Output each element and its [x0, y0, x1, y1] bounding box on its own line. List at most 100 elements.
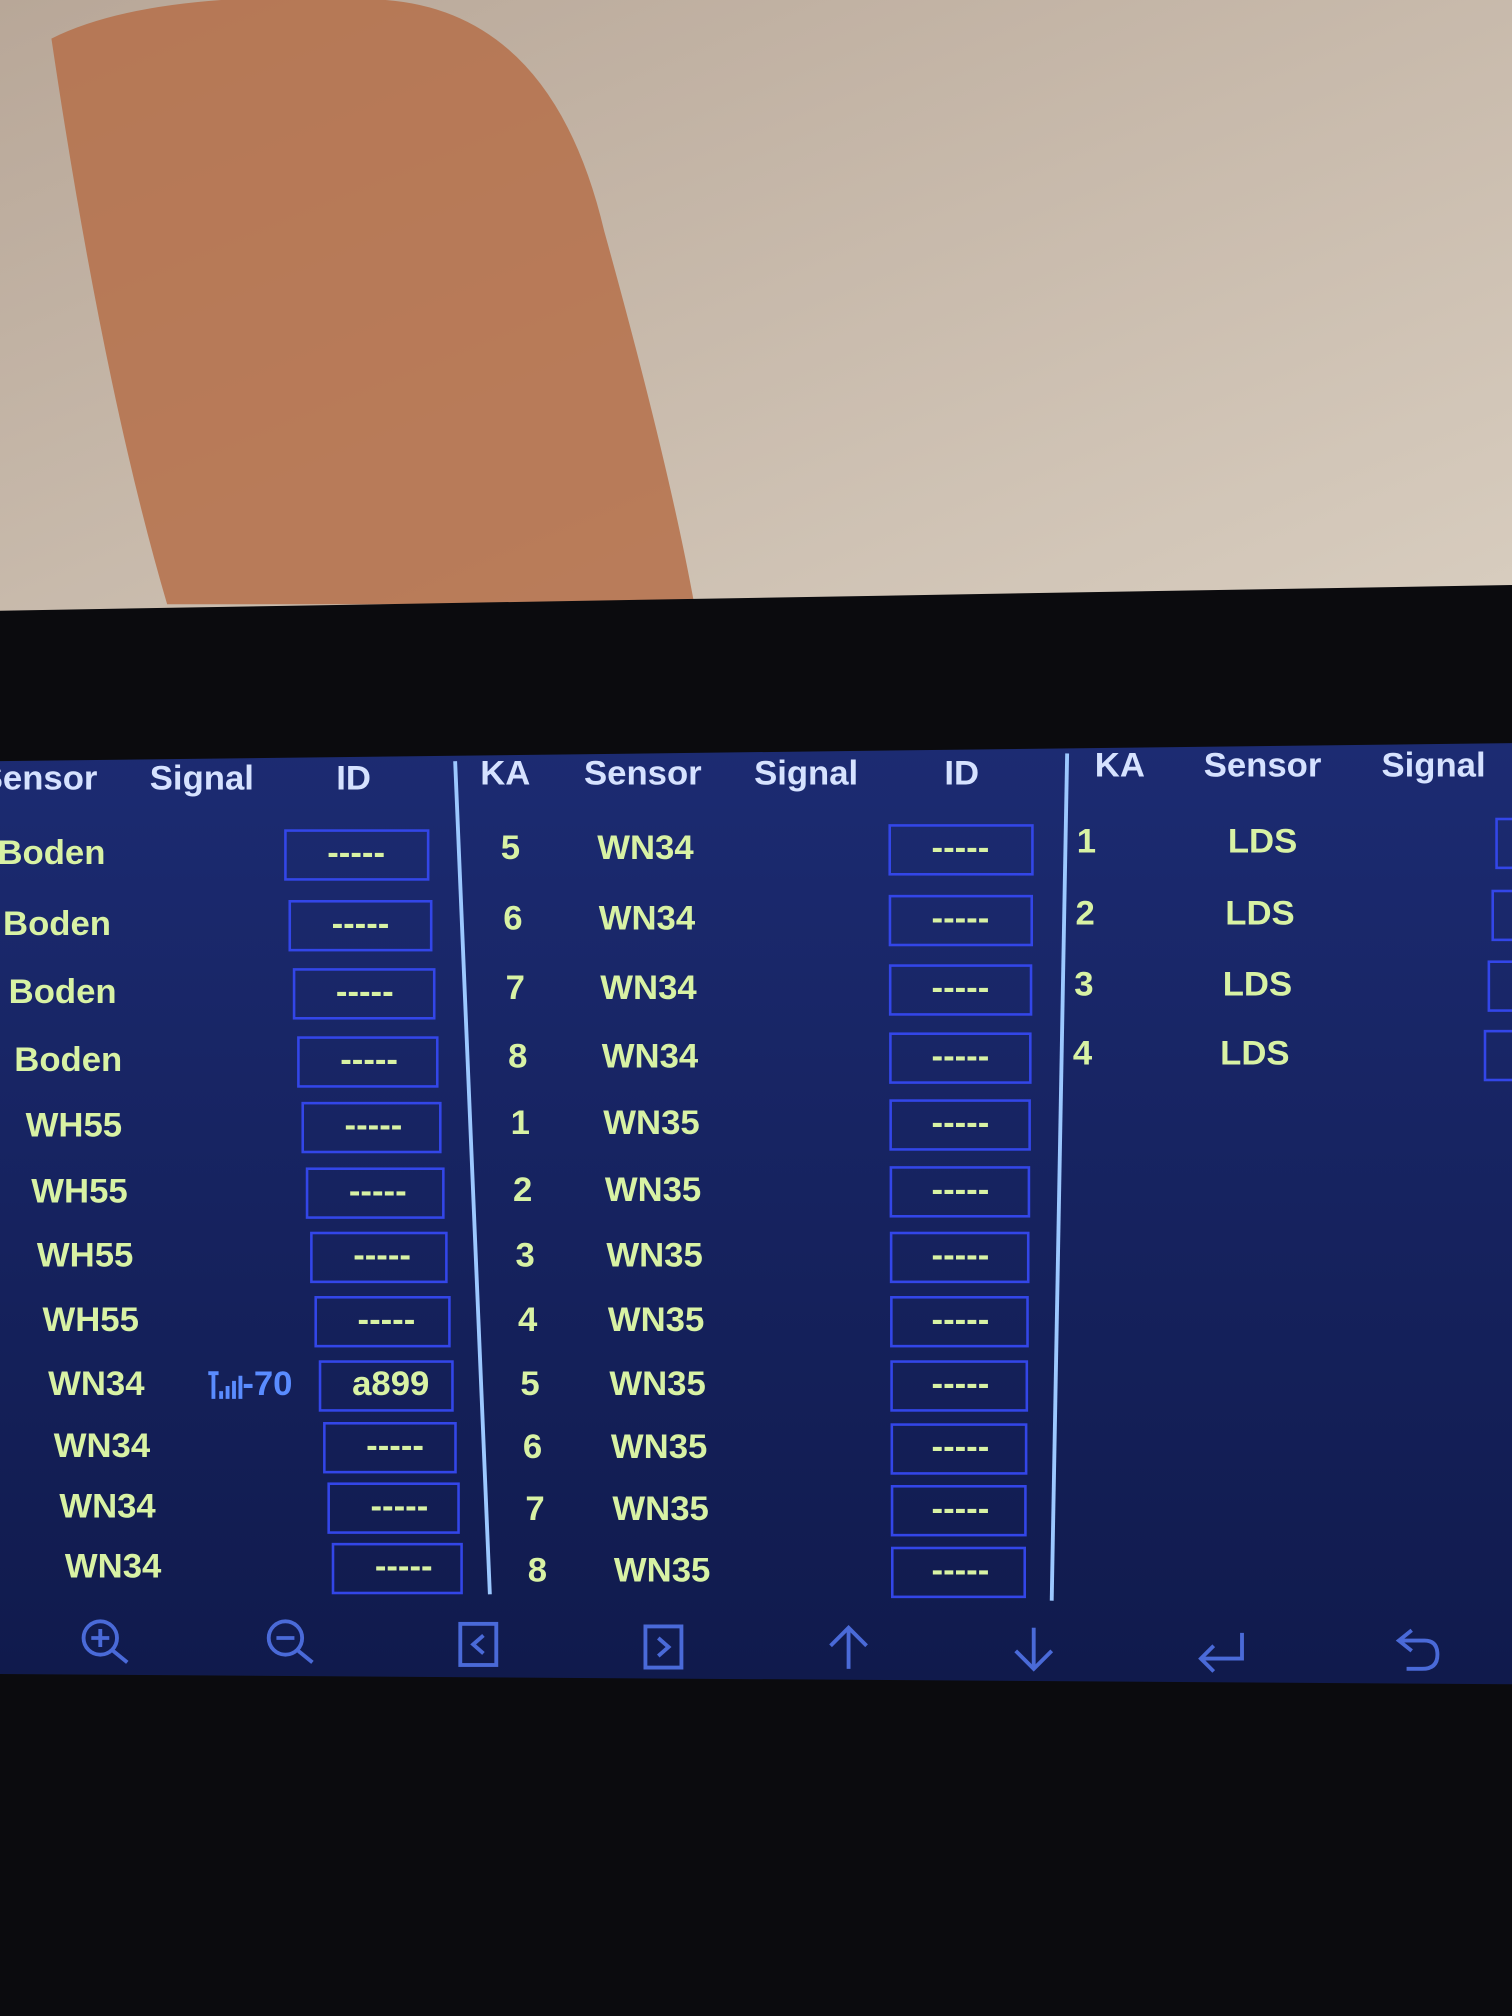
id-value: -----: [932, 1037, 990, 1075]
signal-strength: -70: [242, 1365, 292, 1403]
sensor-name: Boden: [9, 973, 117, 1011]
id-field: [331, 1542, 463, 1595]
ka-number: 3: [1074, 965, 1093, 1003]
id-value: -----: [932, 1171, 990, 1209]
id-field: [301, 1101, 442, 1154]
id-field: [889, 1166, 1031, 1218]
id-field: [889, 1231, 1030, 1284]
ka-number: 2: [513, 1171, 532, 1209]
id-field: [288, 900, 433, 952]
id-value: -----: [327, 834, 385, 872]
ka-number: 7: [506, 969, 525, 1007]
id-value: -----: [932, 900, 990, 938]
ka-number: 8: [528, 1552, 547, 1590]
column-header: ID: [336, 760, 371, 798]
ka-number: 8: [508, 1037, 527, 1075]
sensor-name: WN35: [614, 1552, 710, 1590]
id-field: [305, 1167, 445, 1219]
id-field: [1487, 960, 1512, 1012]
ka-number: 4: [1073, 1035, 1093, 1073]
ka-number: 1: [1077, 823, 1096, 861]
sensor-name: WN34: [600, 969, 697, 1007]
zoom-in-button[interactable]: [81, 1619, 129, 1664]
next-page-button[interactable]: [643, 1624, 684, 1670]
id-value: -----: [375, 1548, 433, 1586]
back-button[interactable]: [1395, 1628, 1440, 1671]
id-value: -----: [932, 829, 990, 867]
prev-page-button[interactable]: [458, 1621, 499, 1667]
ka-number: 5: [501, 829, 520, 867]
id-field: [890, 1296, 1029, 1348]
id-field: [323, 1422, 457, 1474]
id-value: -----: [932, 1301, 990, 1339]
signal-icon: [208, 1371, 243, 1399]
column-header: Sensor: [0, 760, 97, 798]
id-value: -----: [932, 1428, 990, 1466]
zoom-out-button[interactable]: [266, 1619, 314, 1664]
sensor-name: WH55: [37, 1237, 133, 1275]
divider: [453, 761, 492, 1595]
id-value: -----: [932, 1552, 990, 1590]
id-field: [1491, 889, 1512, 942]
toolbar: [81, 1619, 1440, 1673]
id-value: -----: [370, 1487, 428, 1525]
sensor-name: WH55: [31, 1172, 127, 1210]
sensor-name: WN34: [48, 1365, 145, 1403]
id-value: -----: [932, 1104, 990, 1142]
id-field: [284, 829, 430, 881]
screen: [0, 743, 1512, 1685]
down-button[interactable]: [1014, 1627, 1054, 1672]
sensor-name: LDS: [1223, 965, 1292, 1003]
sensor-name: WN34: [597, 829, 694, 867]
id-field: [891, 1546, 1027, 1599]
sensor-name: LDS: [1225, 895, 1294, 933]
id-field: [889, 1032, 1032, 1084]
id-field: [889, 1099, 1031, 1151]
id-value: -----: [332, 905, 390, 943]
id-field: [292, 968, 436, 1020]
column-header: KA: [1095, 747, 1145, 785]
ka-number: 4: [518, 1301, 538, 1339]
column-header: KA: [480, 754, 530, 792]
id-field: [318, 1360, 454, 1412]
column-header: Signal: [1382, 747, 1486, 785]
column-header: Signal: [754, 754, 858, 792]
id-value: -----: [932, 1365, 990, 1403]
up-button[interactable]: [829, 1624, 868, 1669]
id-value: -----: [932, 1490, 990, 1528]
sensor-name: WN34: [599, 900, 696, 938]
id-field: [890, 1423, 1028, 1475]
id-value: -----: [340, 1041, 398, 1079]
id-value: -----: [932, 969, 990, 1007]
id-field: [297, 1036, 439, 1088]
sensor-name: WH55: [26, 1107, 122, 1145]
id-field: [890, 1360, 1029, 1412]
sensor-name: WN34: [54, 1427, 151, 1465]
id-value: -----: [358, 1301, 416, 1339]
ka-number: 2: [1075, 895, 1094, 933]
id-field: [890, 1485, 1027, 1537]
id-field: [1495, 817, 1512, 870]
column-header: Sensor: [584, 754, 702, 792]
sensor-name: LDS: [1220, 1035, 1289, 1073]
id-field: [327, 1482, 460, 1534]
sensor-name: Boden: [14, 1041, 122, 1079]
id-field: [888, 964, 1033, 1016]
sensor-name: WN35: [611, 1428, 707, 1466]
sensor-name: WN34: [602, 1037, 699, 1075]
sensor-name: WN35: [609, 1365, 705, 1403]
divider: [1049, 753, 1070, 1601]
sensor-name: WN34: [65, 1548, 162, 1586]
id-value: -----: [345, 1107, 403, 1145]
id-value: -----: [336, 973, 394, 1011]
ka-number: 5: [520, 1365, 539, 1403]
id-value: a899: [352, 1365, 429, 1403]
sensor-name: WN35: [608, 1301, 704, 1339]
column-header: ID: [944, 754, 979, 792]
sensor-name: LDS: [1228, 823, 1297, 861]
id-value: -----: [366, 1427, 424, 1465]
sensor-name: WN35: [605, 1171, 701, 1209]
sensor-name: WN35: [603, 1104, 699, 1142]
enter-button[interactable]: [1198, 1632, 1244, 1673]
